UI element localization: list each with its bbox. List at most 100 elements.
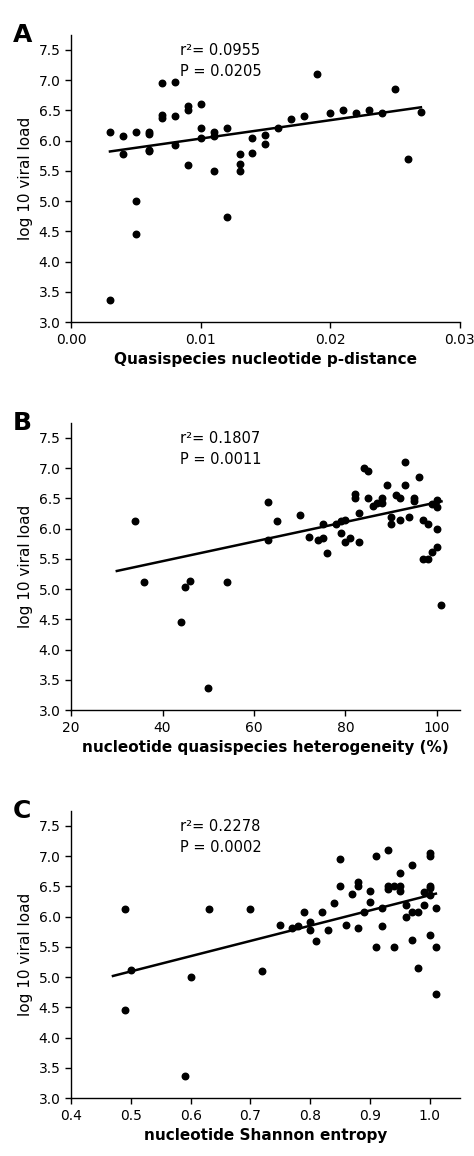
Point <box>392 486 400 504</box>
Point <box>307 912 314 931</box>
Point <box>404 149 412 168</box>
Point <box>197 128 204 147</box>
Point <box>419 549 427 568</box>
Point <box>197 95 204 113</box>
Point <box>337 850 344 868</box>
Point <box>366 882 374 901</box>
X-axis label: Quasispecies nucleotide p-distance: Quasispecies nucleotide p-distance <box>114 353 417 368</box>
Point <box>355 918 362 936</box>
Point <box>426 844 434 862</box>
Point <box>337 877 344 896</box>
Point <box>171 136 179 155</box>
Point <box>419 510 427 528</box>
Point <box>171 106 179 125</box>
Point <box>426 877 434 896</box>
Point <box>383 476 391 495</box>
Point <box>301 903 308 921</box>
Point <box>342 916 350 934</box>
Point <box>355 877 362 896</box>
Point <box>264 531 272 549</box>
Point <box>414 903 422 921</box>
Point <box>365 489 372 507</box>
Point <box>378 917 386 935</box>
Point <box>119 126 127 144</box>
Point <box>236 144 243 163</box>
Point <box>417 102 425 120</box>
Point <box>387 514 395 533</box>
Point <box>145 123 153 141</box>
Point <box>372 938 380 956</box>
Point <box>313 65 321 83</box>
Point <box>424 514 431 533</box>
Point <box>390 877 398 896</box>
Point <box>356 533 363 551</box>
Point <box>384 877 392 896</box>
Point <box>158 106 165 125</box>
Point <box>262 134 269 153</box>
Point <box>296 506 303 525</box>
Point <box>426 847 434 866</box>
Point <box>127 961 135 979</box>
Point <box>433 538 441 556</box>
Point <box>223 572 230 591</box>
Text: r²= 0.2278
P = 0.0002: r²= 0.2278 P = 0.0002 <box>180 820 262 855</box>
Point <box>438 596 445 615</box>
Point <box>351 484 358 503</box>
Y-axis label: log 10 viral load: log 10 viral load <box>18 892 33 1016</box>
Point <box>324 920 332 939</box>
Point <box>360 459 367 477</box>
Point <box>396 864 404 882</box>
Point <box>346 528 354 547</box>
Point <box>410 492 418 511</box>
Point <box>408 903 416 921</box>
Y-axis label: log 10 viral load: log 10 viral load <box>18 505 33 628</box>
Point <box>428 495 436 513</box>
Point <box>187 968 194 986</box>
Point <box>305 528 313 547</box>
Point <box>182 578 189 596</box>
Point <box>145 140 153 158</box>
Point <box>121 1001 129 1020</box>
Point <box>356 504 363 523</box>
Point <box>337 524 345 542</box>
Point <box>259 962 266 980</box>
Point <box>391 80 399 98</box>
Text: C: C <box>13 799 31 823</box>
Point <box>106 290 114 309</box>
Point <box>366 892 374 911</box>
Point <box>145 142 153 161</box>
Point <box>131 512 139 531</box>
Point <box>384 880 392 898</box>
Point <box>223 208 230 227</box>
Point <box>140 572 148 591</box>
Point <box>408 855 416 874</box>
Point <box>246 901 254 919</box>
Point <box>197 119 204 138</box>
Point <box>184 156 191 175</box>
Point <box>132 192 140 210</box>
Point <box>396 877 404 896</box>
Text: B: B <box>13 412 32 435</box>
Point <box>352 104 360 123</box>
Point <box>410 489 418 507</box>
Point <box>249 128 256 147</box>
X-axis label: nucleotide Shannon entropy: nucleotide Shannon entropy <box>144 1128 387 1143</box>
Point <box>390 938 398 956</box>
Point <box>365 101 373 119</box>
Point <box>402 895 410 913</box>
Point <box>415 468 422 487</box>
Point <box>132 123 140 141</box>
Point <box>433 490 441 509</box>
Point <box>119 144 127 163</box>
Point <box>314 531 322 549</box>
Point <box>406 507 413 526</box>
Point <box>262 125 269 143</box>
Point <box>249 143 256 162</box>
Point <box>330 894 338 912</box>
Point <box>348 884 356 903</box>
Point <box>333 514 340 533</box>
Point <box>369 496 377 514</box>
Point <box>184 101 191 119</box>
Point <box>145 125 153 143</box>
Point <box>337 512 345 531</box>
